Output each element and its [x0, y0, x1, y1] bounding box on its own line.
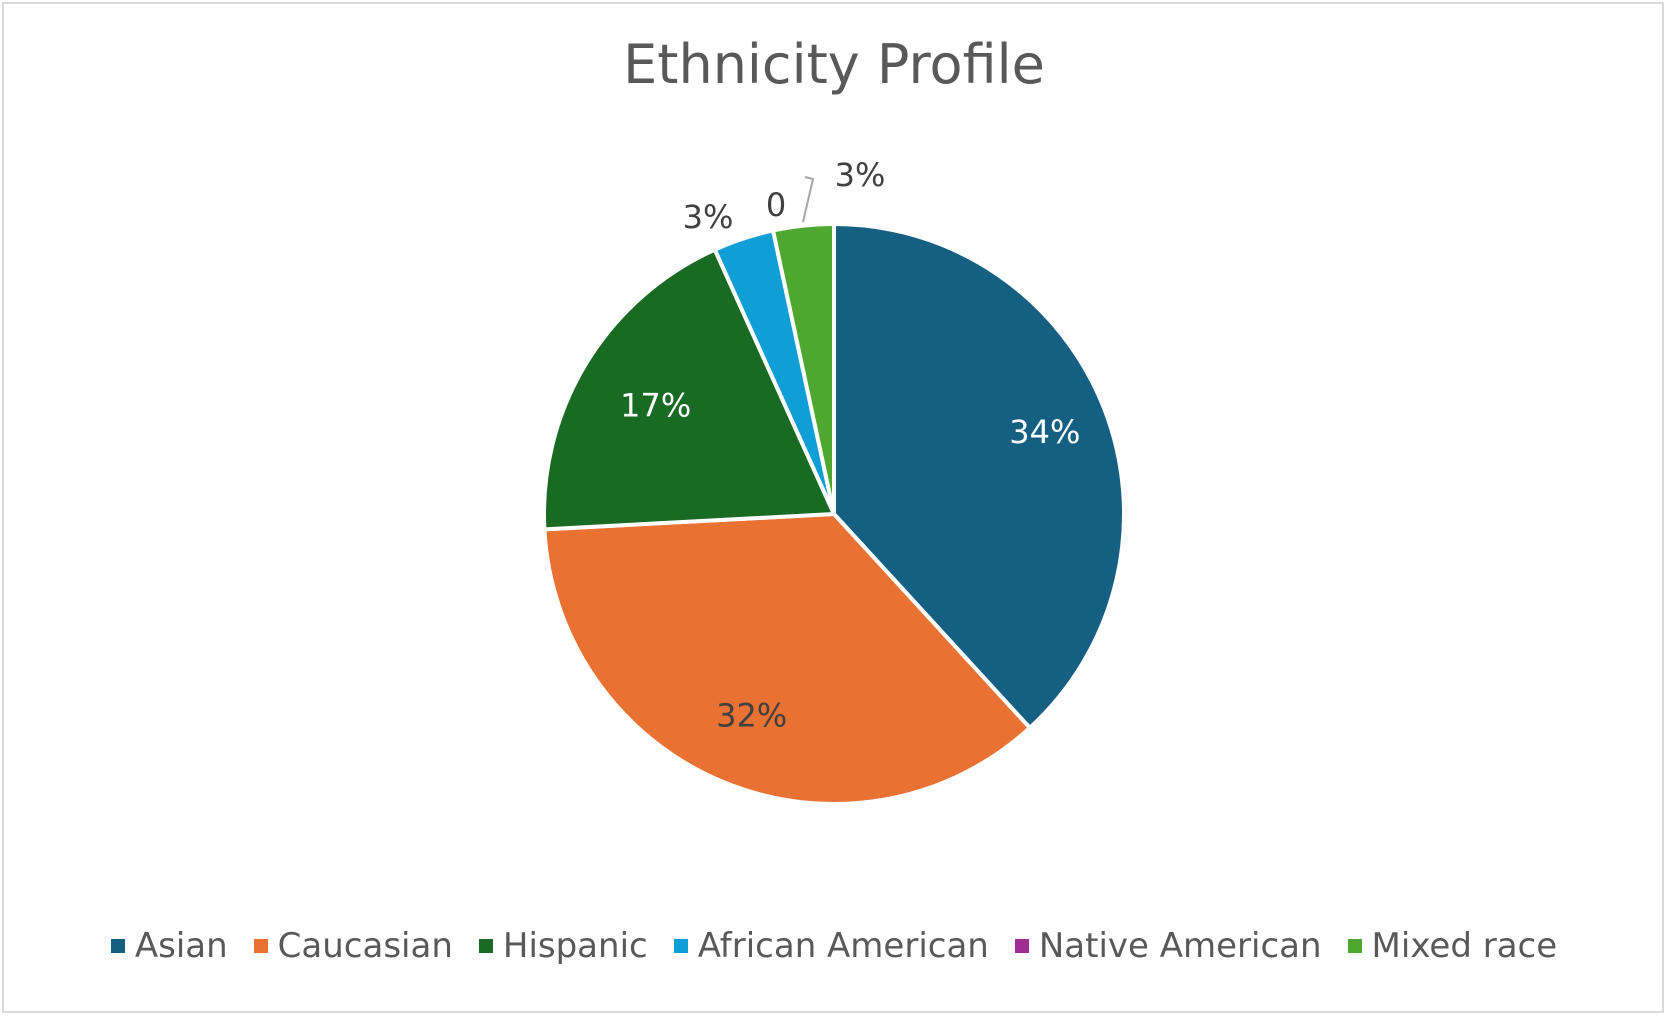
pie-slice-asian: [832, 222, 1126, 730]
legend-swatch-mixed-race: [1347, 939, 1362, 953]
legend-label-mixed-race: Mixed race: [1371, 926, 1558, 966]
data-label-african-american: 3%: [683, 198, 734, 236]
legend-item-asian: Asian: [110, 926, 228, 966]
legend-label-hispanic: Hispanic: [502, 926, 648, 966]
data-label-mixed-race: 3%: [835, 156, 886, 194]
legend-item-native-american: Native American: [1014, 926, 1322, 966]
legend-swatch-caucasian: [253, 939, 268, 953]
leader-line-mixed-race: [802, 176, 815, 223]
pie-slice-hispanic: [542, 247, 836, 532]
legend-label-caucasian: Caucasian: [277, 926, 453, 966]
pie-slice-mixed-race: [771, 222, 836, 516]
chart-legend: Asian Caucasian Hispanic African American Na…: [0, 920, 1668, 972]
legend-swatch-asian: [110, 939, 125, 953]
data-label-asian: 34%: [1009, 413, 1080, 451]
legend-swatch-african-american: [673, 939, 688, 953]
data-label-hispanic: 17%: [620, 386, 691, 424]
legend-item-caucasian: Caucasian: [253, 926, 453, 966]
legend-item-african-american: African American: [673, 926, 989, 966]
data-label-caucasian: 32%: [716, 696, 787, 734]
chart-title: Ethnicity Profile: [623, 33, 1045, 96]
data-label-native-american: 0: [766, 186, 786, 224]
legend-label-asian: Asian: [134, 926, 228, 966]
legend-swatch-native-american: [1014, 939, 1029, 953]
legend-item-hispanic: Hispanic: [478, 926, 648, 966]
legend-item-mixed-race: Mixed race: [1347, 926, 1558, 966]
legend-label-native-american: Native American: [1038, 926, 1322, 966]
legend-label-african-american: African American: [697, 926, 989, 966]
pie-slice-caucasian: [542, 512, 1032, 806]
legend-swatch-hispanic: [478, 939, 493, 953]
